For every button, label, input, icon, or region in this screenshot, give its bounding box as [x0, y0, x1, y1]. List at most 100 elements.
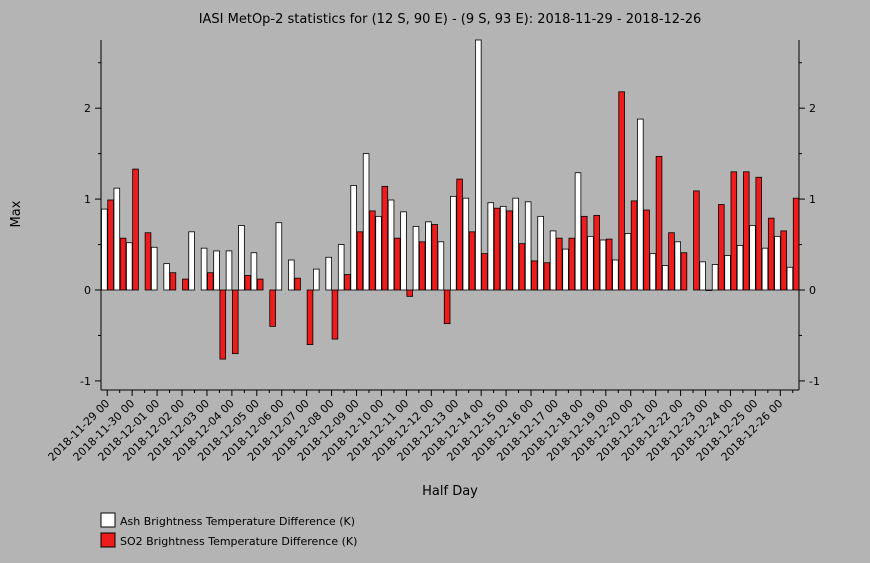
legend-swatch-so2: [100, 532, 116, 548]
legend: Ash Brightness Temperature Difference (K…: [100, 512, 357, 548]
so2-bar: [169, 272, 177, 291]
ash-bar: [624, 233, 632, 291]
so2-bar: [132, 168, 139, 291]
y-tick-label-right: -1: [809, 375, 820, 388]
ash-bar: [412, 225, 420, 291]
ash-bar: [275, 222, 283, 291]
ash-bar: [587, 235, 594, 291]
so2-bar: [244, 275, 251, 291]
legend-swatch-ash: [100, 512, 116, 528]
so2-bar: [531, 260, 538, 291]
ash-bar: [475, 39, 482, 291]
ash-bar: [425, 221, 432, 291]
ash-bar: [599, 239, 607, 291]
so2-bar: [381, 185, 389, 291]
so2-bar: [306, 289, 314, 345]
ash-bar: [238, 225, 245, 291]
so2-bar: [605, 238, 613, 291]
so2-bar: [294, 277, 301, 291]
ash-bar: [637, 118, 644, 291]
y-axis-label: Max: [9, 200, 24, 227]
ash-bar: [200, 247, 208, 291]
ash-bar: [512, 197, 519, 291]
ash-bar: [549, 230, 557, 291]
ash-bar: [562, 248, 569, 291]
ash-bar: [362, 153, 370, 291]
so2-bar: [456, 178, 463, 291]
so2-bar: [792, 197, 800, 291]
so2-bar: [767, 217, 775, 291]
ash-bar: [524, 201, 532, 291]
ash-bar: [711, 264, 719, 291]
so2-bar: [580, 215, 588, 291]
so2-bar: [344, 274, 351, 291]
so2-bar: [705, 289, 713, 291]
x-axis-label: Half Day: [422, 484, 478, 499]
y-tick-label-left: 2: [84, 102, 91, 115]
so2-bar: [618, 91, 625, 291]
ash-bar: [101, 208, 108, 291]
so2-bar: [743, 171, 750, 291]
ash-bar: [699, 261, 706, 291]
ash-bar: [736, 245, 744, 291]
ash-bar: [499, 205, 507, 291]
y-tick-label-right: 2: [809, 102, 816, 115]
ash-bar: [649, 253, 657, 291]
ash-bar: [288, 259, 295, 291]
ash-bar: [225, 250, 233, 291]
so2-bar: [518, 243, 526, 291]
ash-bar: [574, 172, 582, 291]
y-tick-label-left: -1: [80, 375, 91, 388]
so2-bar: [182, 278, 189, 291]
so2-bar: [481, 253, 488, 291]
so2-bar: [493, 207, 501, 291]
ash-bar: [749, 225, 756, 291]
ash-bar: [462, 197, 470, 291]
y-tick-label-right: 0: [809, 284, 816, 297]
so2-bar: [718, 204, 725, 291]
bars: [101, 39, 800, 360]
so2-bar: [543, 262, 551, 291]
ash-bar: [537, 215, 544, 291]
so2-bar: [406, 289, 413, 297]
ash-bar: [250, 252, 258, 291]
so2-bar: [231, 289, 239, 355]
so2-bar: [331, 289, 339, 340]
ash-bar: [761, 247, 769, 291]
y-tick-label-right: 1: [809, 193, 816, 206]
so2-bar: [755, 176, 763, 291]
so2-bar: [269, 289, 276, 327]
so2-bar: [418, 241, 426, 291]
so2-bar: [780, 230, 787, 291]
so2-bar: [643, 209, 650, 291]
so2-bar: [730, 171, 738, 291]
so2-bar: [506, 210, 513, 291]
so2-bar: [655, 155, 663, 291]
ash-bar: [487, 202, 495, 291]
so2-bar: [668, 232, 675, 291]
ash-bar: [213, 250, 220, 291]
ash-bar: [312, 268, 320, 291]
ash-bar: [674, 241, 681, 291]
so2-bar: [568, 237, 576, 291]
so2-bar: [256, 278, 264, 291]
so2-bar: [630, 200, 638, 291]
ash-bar: [786, 266, 794, 291]
so2-bar: [207, 272, 214, 291]
so2-bar: [356, 231, 364, 291]
ash-bar: [724, 255, 731, 291]
so2-bar: [468, 231, 476, 291]
so2-bar: [144, 232, 152, 291]
ash-bar: [661, 265, 669, 291]
so2-bar: [369, 210, 376, 291]
ash-bar: [387, 199, 395, 291]
chart-title: IASI MetOp-2 statistics for (12 S, 90 E)…: [199, 12, 702, 27]
y-tick-label-left: 0: [84, 284, 91, 297]
ash-bar: [113, 187, 121, 291]
so2-bar: [107, 199, 114, 291]
legend-label-so2: SO2 Brightness Temperature Difference (K…: [120, 535, 357, 548]
so2-bar: [693, 190, 700, 291]
y-tick-label-left: 1: [84, 193, 91, 206]
ash-bar: [450, 195, 457, 291]
